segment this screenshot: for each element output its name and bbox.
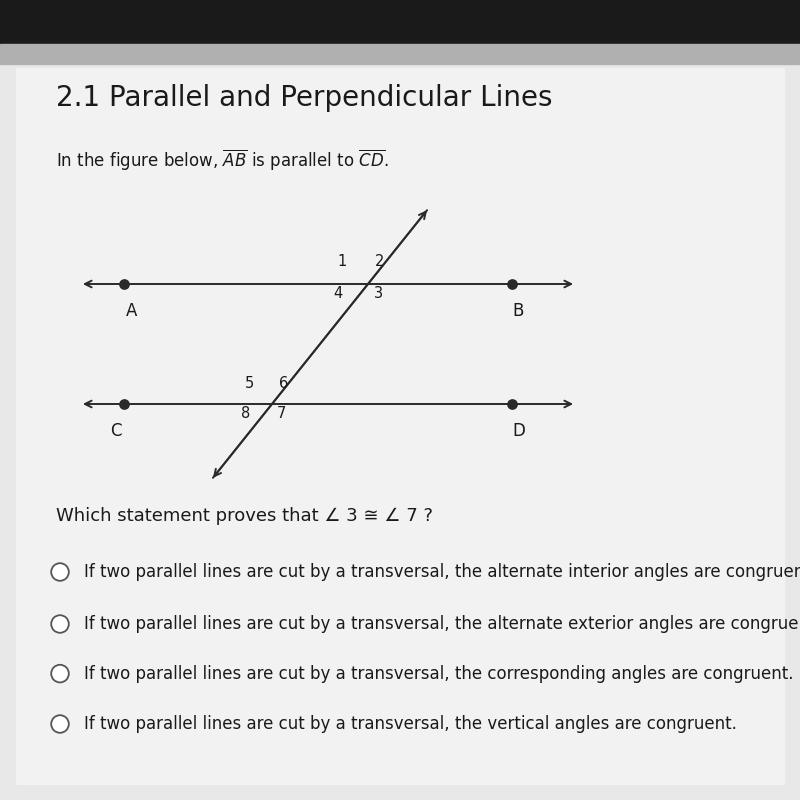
Text: C: C (110, 422, 122, 440)
Bar (16, 68, 784, 784)
Point (506, 398, 518, 410)
Text: eplecharterschools.schoology.com/common-assessment-delivery/start...: eplecharterschools.schoology.com/common-… (304, 50, 631, 58)
Text: A: A (126, 302, 138, 320)
Text: If two parallel lines are cut by a transversal, the vertical angles are congruen: If two parallel lines are cut by a trans… (84, 715, 737, 733)
Text: 2.1 Parallel and Perpendicular Lines: 2.1 Parallel and Perpendicular Lines (56, 84, 553, 112)
Bar (0, 0, 800, 44)
Text: 8: 8 (241, 406, 250, 421)
Text: If two parallel lines are cut by a transversal, the alternate interior angles ar: If two parallel lines are cut by a trans… (84, 563, 800, 581)
Text: If two parallel lines are cut by a transversal, the corresponding angles are con: If two parallel lines are cut by a trans… (84, 665, 794, 682)
Circle shape (51, 665, 69, 682)
Text: 5: 5 (245, 376, 254, 390)
Text: 7: 7 (277, 406, 286, 421)
Bar (0, 44, 800, 64)
Text: 6: 6 (278, 376, 288, 390)
Text: Which statement proves that ∠ 3 ≅ ∠ 7 ?: Which statement proves that ∠ 3 ≅ ∠ 7 ? (56, 507, 433, 525)
Text: In the figure below, $\overline{AB}$ is parallel to $\overline{CD}$.: In the figure below, $\overline{AB}$ is … (56, 147, 389, 173)
Point (506, 278, 518, 290)
Text: 3: 3 (374, 286, 383, 301)
Point (118, 398, 130, 410)
Text: 2: 2 (375, 254, 385, 269)
Text: D: D (512, 422, 525, 440)
Text: 1: 1 (337, 254, 346, 269)
Circle shape (51, 615, 69, 633)
Point (118, 278, 130, 290)
Circle shape (51, 715, 69, 733)
Text: If two parallel lines are cut by a transversal, the alternate exterior angles ar: If two parallel lines are cut by a trans… (84, 615, 800, 633)
Text: B: B (513, 302, 524, 320)
Text: 4: 4 (333, 286, 342, 301)
Circle shape (51, 563, 69, 581)
